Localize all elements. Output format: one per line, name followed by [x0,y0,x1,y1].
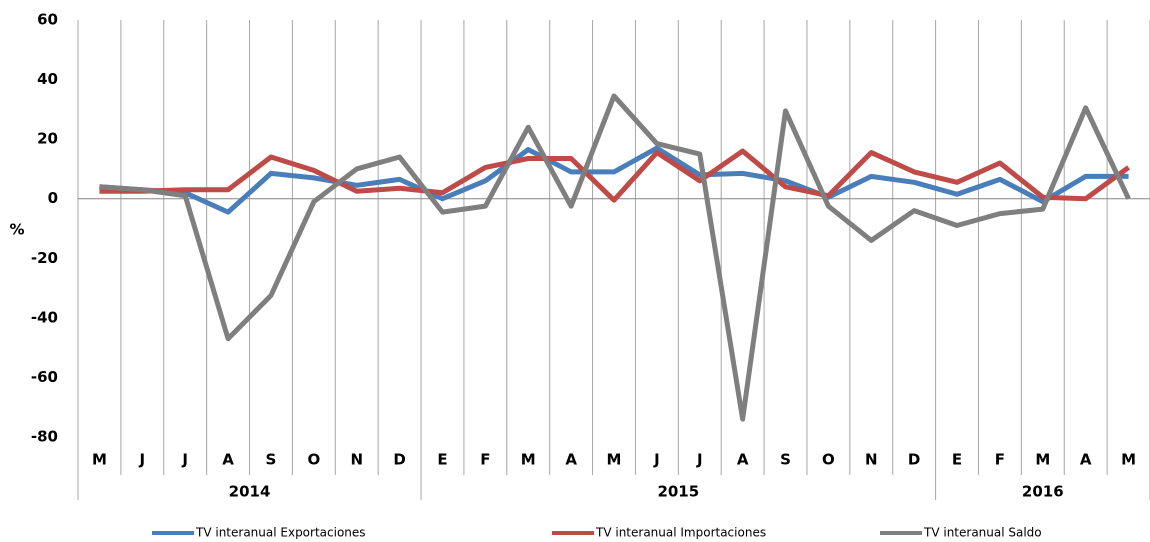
x-tick-label: M [1121,451,1136,469]
x-tick-label: S [266,451,277,469]
x-tick-label: M [1035,451,1050,469]
y-tick-label: -60 [31,368,58,386]
x-tick-label: E [952,451,962,469]
group-label: 2014 [229,483,271,501]
x-tick-label: J [181,451,188,469]
y-tick-label: 40 [37,70,58,88]
x-tick-label: J [139,451,146,469]
x-tick-label: A [222,451,234,469]
x-tick-label: M [521,451,536,469]
x-tick-label: A [565,451,577,469]
x-tick-label: O [822,451,835,469]
series-line [99,93,1131,422]
x-tick-label: S [780,451,791,469]
series-line [99,148,1131,203]
y-tick-label: 60 [37,11,58,29]
y-tick-label: -80 [31,428,58,446]
group-label: 2015 [657,483,699,501]
legend-label: TV interanual Saldo [923,526,1042,540]
x-tick-label: D [393,451,405,469]
x-tick-label: J [696,451,703,469]
legend-label: TV interanual Importaciones [595,526,766,540]
y-tick-label: 20 [37,130,58,148]
x-tick-label: O [307,451,320,469]
x-tick-label: A [1080,451,1092,469]
x-tick-label: M [92,451,107,469]
legend-label: TV interanual Exportaciones [195,526,366,540]
y-tick-label: -40 [31,308,58,326]
group-label: 2016 [1022,483,1064,501]
x-tick-label: F [995,451,1005,469]
x-tick-label: A [737,451,749,469]
x-tick-label: E [437,451,447,469]
y-axis-label: % [9,221,24,239]
x-tick-label: D [908,451,920,469]
x-tick-label: N [865,451,878,469]
y-tick-label: 0 [48,189,58,207]
x-tick-label: J [653,451,660,469]
x-tick-label: N [350,451,363,469]
x-tick-label: F [480,451,490,469]
y-tick-label: -20 [31,249,58,267]
x-tick-label: M [607,451,622,469]
series-line [99,145,1129,215]
